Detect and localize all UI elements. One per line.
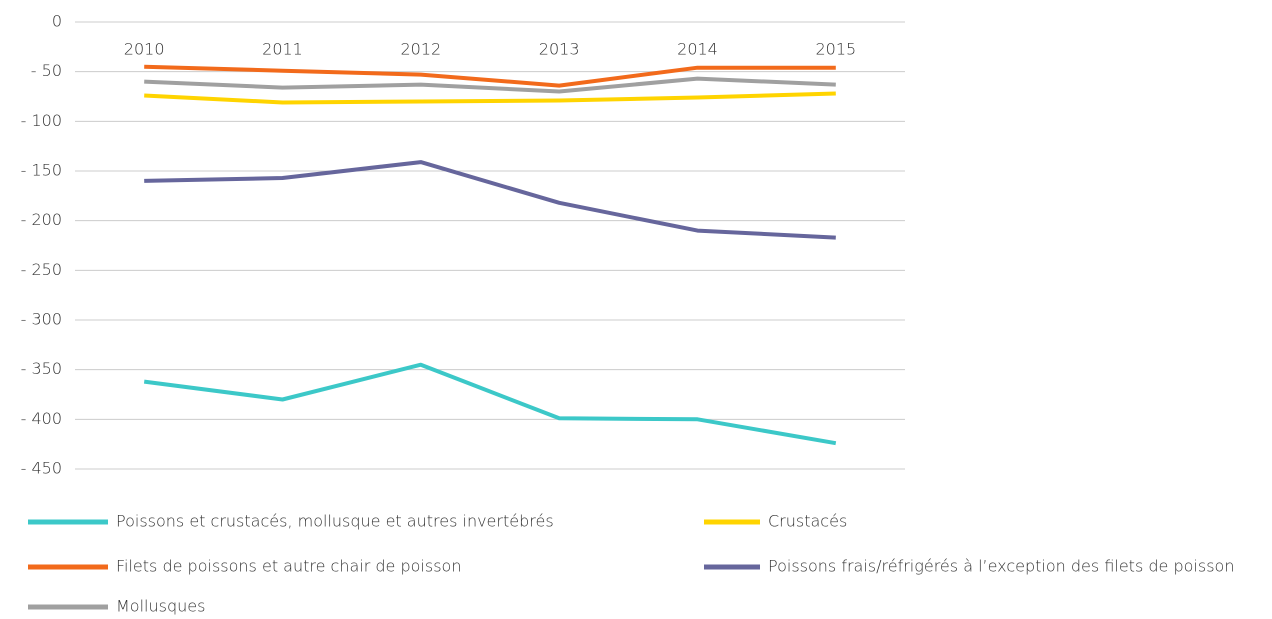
y-tick-label: - 450	[21, 459, 62, 478]
x-tick-label: 2012	[400, 40, 441, 59]
y-tick-label: - 350	[21, 359, 62, 378]
y-tick-label: - 200	[21, 210, 62, 229]
legend-label: Mollusques	[116, 597, 205, 616]
series-line	[144, 64, 836, 88]
x-tick-label: 2010	[124, 40, 165, 59]
series-line	[144, 91, 836, 105]
y-tick-label: 0	[52, 12, 62, 31]
series-line	[144, 76, 836, 94]
x-tick-label: 2013	[539, 40, 580, 59]
y-tick-label: - 250	[21, 260, 62, 279]
legend-label: Poissons et crustacés, mollusque et autr…	[116, 512, 554, 531]
y-tick-label: - 100	[21, 111, 62, 130]
legend-label: Crustacés	[768, 512, 847, 531]
legend-label: Poissons frais/réfrigérés à l’exception …	[768, 557, 1234, 576]
y-tick-label: - 300	[21, 310, 62, 329]
y-tick-label: - 50	[31, 61, 62, 80]
legend-label: Filets de poissons et autre chair de poi…	[116, 557, 461, 576]
y-tick-label: - 150	[21, 161, 62, 180]
x-tick-label: 2011	[262, 40, 303, 59]
x-tick-label: 2014	[677, 40, 718, 59]
series-line	[143, 362, 837, 446]
y-tick-label: - 400	[21, 409, 62, 428]
x-tick-label: 2015	[815, 40, 856, 59]
series-line	[144, 160, 836, 240]
